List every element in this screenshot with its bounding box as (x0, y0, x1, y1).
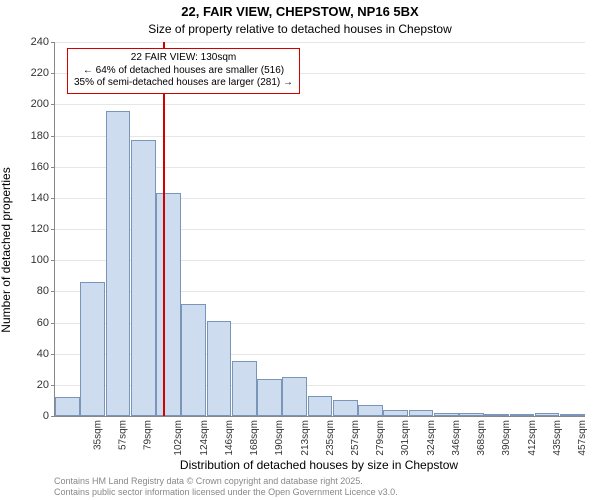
histogram-bar (181, 304, 206, 416)
x-tick-label: 346sqm (451, 420, 462, 456)
property-marker-line (163, 42, 165, 416)
annotation-box: 22 FAIR VIEW: 130sqm ← 64% of detached h… (67, 48, 300, 94)
y-tick-mark (51, 136, 55, 137)
x-tick-label: 190sqm (274, 420, 285, 456)
histogram-bar (459, 413, 484, 416)
x-tick-label: 235sqm (325, 420, 336, 456)
x-tick-label: 213sqm (300, 420, 311, 456)
y-tick-mark (51, 291, 55, 292)
histogram-bar (156, 193, 181, 416)
histogram-bar (80, 282, 105, 416)
x-tick-label: 301sqm (401, 420, 412, 456)
histogram-bar (333, 400, 358, 416)
y-tick-mark (51, 229, 55, 230)
y-tick-mark (51, 385, 55, 386)
x-tick-label: 368sqm (476, 420, 487, 456)
histogram-bar (434, 413, 459, 416)
footer-line-2: Contains public sector information licen… (54, 487, 398, 498)
footer-line-1: Contains HM Land Registry data © Crown c… (54, 476, 398, 487)
histogram-bar (106, 111, 131, 416)
y-axis-label: Number of detached properties (0, 167, 13, 332)
x-tick-label: 390sqm (502, 420, 513, 456)
y-tick-mark (51, 260, 55, 261)
histogram-bar (232, 361, 257, 416)
gridline (55, 104, 585, 105)
histogram-bar (409, 410, 434, 416)
x-tick-label: 435sqm (552, 420, 563, 456)
y-tick-mark (51, 167, 55, 168)
x-tick-label: 457sqm (577, 420, 588, 456)
gridline (55, 42, 585, 43)
annotation-line-2: ← 64% of detached houses are smaller (51… (74, 65, 293, 78)
histogram-bar (308, 396, 333, 416)
footer-text: Contains HM Land Registry data © Crown c… (54, 476, 398, 499)
x-tick-label: 57sqm (117, 420, 128, 450)
gridline (55, 136, 585, 137)
histogram-bar (358, 405, 383, 416)
histogram-bar (560, 414, 585, 416)
x-axis-label: Distribution of detached houses by size … (54, 458, 584, 472)
y-tick-mark (51, 323, 55, 324)
annotation-line-3: 35% of semi-detached houses are larger (… (74, 77, 293, 90)
x-tick-label: 324sqm (426, 420, 437, 456)
chart-subtitle: Size of property relative to detached ho… (0, 22, 600, 36)
x-tick-label: 168sqm (249, 420, 260, 456)
y-tick-mark (51, 42, 55, 43)
plot-area: 02040608010012014016018020022024035sqm57… (54, 42, 585, 417)
x-tick-label: 279sqm (375, 420, 386, 456)
x-tick-label: 79sqm (143, 420, 154, 450)
histogram-bar (383, 410, 408, 416)
x-tick-label: 102sqm (173, 420, 184, 456)
x-tick-label: 257sqm (350, 420, 361, 456)
x-tick-label: 35sqm (92, 420, 103, 450)
histogram-bar (535, 413, 560, 416)
x-tick-label: 146sqm (224, 420, 235, 456)
y-tick-mark (51, 104, 55, 105)
x-tick-label: 412sqm (527, 420, 538, 456)
histogram-bar (282, 377, 307, 416)
y-tick-mark (51, 416, 55, 417)
x-tick-label: 124sqm (199, 420, 210, 456)
y-tick-mark (51, 198, 55, 199)
histogram-bar (55, 397, 80, 416)
chart-title: 22, FAIR VIEW, CHEPSTOW, NP16 5BX (0, 4, 600, 19)
annotation-line-1: 22 FAIR VIEW: 130sqm (74, 52, 293, 65)
histogram-bar (510, 414, 535, 416)
histogram-bar (257, 379, 282, 416)
chart-container: 22, FAIR VIEW, CHEPSTOW, NP16 5BX Size o… (0, 0, 600, 500)
y-tick-mark (51, 73, 55, 74)
histogram-bar (207, 321, 232, 416)
y-tick-mark (51, 354, 55, 355)
histogram-bar (131, 140, 156, 416)
histogram-bar (484, 414, 509, 416)
